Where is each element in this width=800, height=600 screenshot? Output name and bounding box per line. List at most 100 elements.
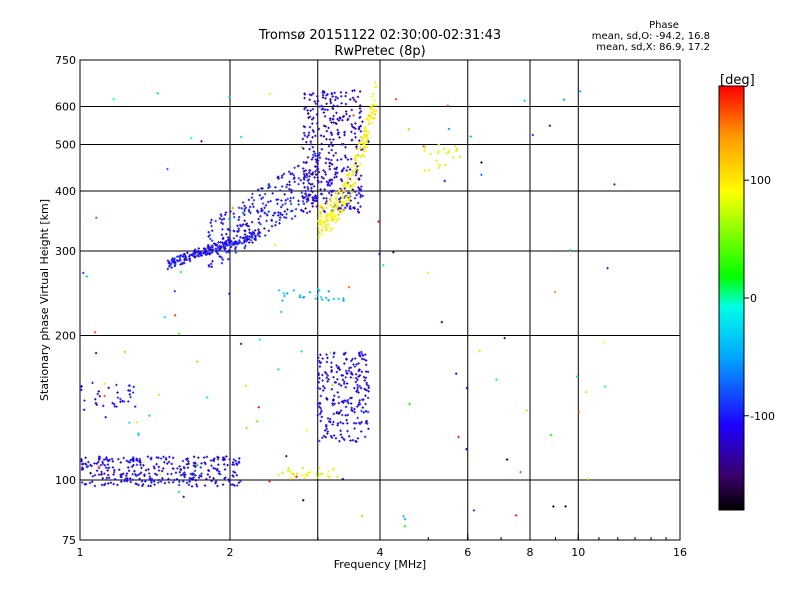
data-point (127, 400, 130, 403)
data-point (303, 196, 306, 199)
data-point (282, 172, 286, 176)
data-point (305, 175, 309, 179)
data-point (93, 484, 97, 488)
data-point (242, 223, 245, 226)
data-point (332, 434, 336, 437)
data-point (317, 210, 321, 213)
data-point (232, 458, 236, 461)
data-point (171, 480, 175, 484)
data-point (198, 474, 202, 477)
phase-summary: Phase mean, sd,O: -94.2, 16.8 mean, sd,X… (570, 20, 710, 53)
data-point (339, 207, 343, 210)
data-point (480, 173, 483, 176)
data-point (310, 118, 314, 121)
data-point (335, 410, 339, 414)
data-point (349, 199, 352, 202)
data-point (214, 480, 218, 483)
data-point (210, 265, 214, 269)
data-point (230, 240, 234, 244)
data-point (257, 228, 260, 231)
data-point (105, 457, 108, 460)
data-point (289, 209, 293, 213)
data-point (314, 102, 318, 105)
data-point (315, 476, 319, 480)
data-point (183, 471, 186, 474)
data-point (232, 475, 235, 478)
data-point (330, 387, 334, 391)
data-point (265, 219, 268, 223)
data-point (195, 483, 198, 486)
data-point (197, 250, 201, 253)
data-point (311, 202, 314, 205)
data-point (210, 224, 213, 228)
data-point (328, 179, 331, 183)
data-point (345, 185, 348, 189)
data-point (317, 229, 321, 232)
data-point (277, 368, 280, 371)
data-point (328, 138, 332, 141)
data-point (356, 208, 360, 211)
data-point (181, 459, 185, 463)
data-point (173, 258, 176, 261)
data-point (264, 234, 267, 237)
data-point (243, 246, 246, 250)
data-point (325, 215, 329, 219)
data-point (548, 124, 552, 127)
data-point (319, 419, 322, 423)
data-point (364, 376, 368, 380)
data-point (132, 385, 135, 389)
data-point (364, 359, 368, 362)
data-point (353, 132, 357, 135)
data-point (116, 396, 120, 399)
data-point (162, 455, 165, 459)
data-point (133, 469, 136, 473)
data-point (321, 226, 324, 229)
data-point (288, 187, 291, 191)
data-point (337, 202, 340, 205)
data-point (214, 467, 217, 470)
data-point (85, 465, 89, 469)
data-point (319, 213, 322, 216)
data-point (564, 505, 567, 508)
data-point (312, 150, 316, 153)
data-point (260, 187, 263, 190)
data-point (177, 332, 181, 335)
data-point (141, 483, 145, 486)
data-point (82, 271, 85, 275)
data-point (358, 368, 361, 371)
data-point (332, 420, 335, 424)
data-point (170, 262, 173, 265)
data-point (350, 396, 353, 400)
data-point (191, 477, 195, 481)
data-point (127, 389, 130, 392)
data-point (192, 254, 195, 258)
phase-summary-o: mean, sd,O: -94.2, 16.8 (591, 31, 710, 42)
data-point (340, 179, 344, 183)
data-point (228, 239, 232, 243)
data-point (247, 198, 251, 202)
data-point (306, 187, 310, 191)
data-point (303, 174, 307, 178)
data-point (320, 108, 324, 111)
data-point (303, 186, 306, 189)
data-point (224, 240, 228, 243)
data-point (232, 470, 235, 473)
data-point (284, 202, 287, 205)
data-point (328, 417, 332, 421)
data-point (453, 144, 457, 148)
data-point (111, 466, 115, 469)
data-point (148, 475, 152, 479)
data-point (116, 391, 119, 394)
data-point (337, 297, 340, 301)
data-point (234, 459, 237, 463)
data-point (223, 458, 227, 461)
data-point (314, 170, 317, 173)
data-point (89, 463, 92, 467)
data-point (103, 394, 106, 398)
data-point (248, 205, 252, 209)
data-point (332, 398, 335, 401)
data-point (351, 173, 354, 176)
data-point (284, 199, 287, 202)
data-point (174, 262, 177, 266)
data-point (363, 143, 366, 146)
